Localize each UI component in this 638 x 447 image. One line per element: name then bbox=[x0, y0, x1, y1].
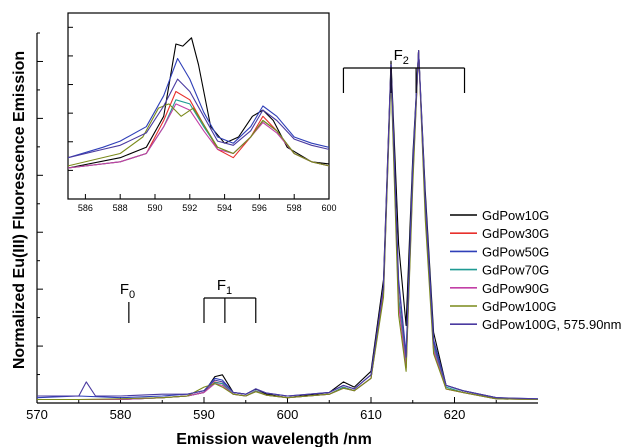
x-tick-label: 570 bbox=[26, 407, 48, 422]
inset-x-tick-label: 596 bbox=[252, 203, 267, 213]
inset-x-tick-label: 586 bbox=[78, 203, 93, 213]
inset-x-tick-label: 598 bbox=[287, 203, 302, 213]
inset-x-tick-label: 588 bbox=[113, 203, 128, 213]
inset-series-line-gdpow100g bbox=[68, 103, 329, 167]
inset-x-tick-label: 592 bbox=[182, 203, 197, 213]
inset-x-tick-label: 600 bbox=[321, 203, 336, 213]
f0-label: F0 bbox=[120, 281, 135, 301]
inset-series-line-gdpow10g bbox=[68, 37, 329, 169]
main-plot-area bbox=[36, 50, 539, 401]
f1-label: F1 bbox=[217, 277, 232, 297]
inset-x-tick-label: 594 bbox=[217, 203, 232, 213]
main-axes: 570 580 590 600 610 620 bbox=[26, 32, 538, 422]
inset-x-tick-label: 590 bbox=[147, 203, 162, 213]
inset-series-line-gdpow100g-575-90nm bbox=[68, 78, 329, 159]
legend-label-gdpow50g: GdPow50G bbox=[482, 244, 549, 259]
x-tick-label: 600 bbox=[277, 407, 299, 422]
f2-label: F2 bbox=[394, 47, 409, 67]
legend-label-gdpow30g: GdPow30G bbox=[482, 226, 549, 241]
series-line-gdpow100g bbox=[37, 50, 539, 401]
inset-plot-area bbox=[68, 37, 329, 169]
x-tick-label: 580 bbox=[110, 407, 132, 422]
legend-label-gdpow90g: GdPow90G bbox=[482, 281, 549, 296]
legend-label-gdpow100g-575-90nm: GdPow100G, 575.90nm bbox=[482, 317, 621, 332]
y-axis-label: Normalized Eu(III) Fluorescence Emission bbox=[11, 51, 28, 369]
x-tick-label: 620 bbox=[444, 407, 466, 422]
x-tick-label: 590 bbox=[193, 407, 215, 422]
inset-chart: 586 588 590 592 594 596 598 600 bbox=[67, 12, 337, 213]
peak-annotations: F0 F1 F2 bbox=[120, 47, 466, 323]
inset-series-line-gdpow50g bbox=[68, 57, 329, 159]
legend-label-gdpow100g: GdPow100G bbox=[482, 299, 556, 314]
legend-label-gdpow70g: GdPow70G bbox=[482, 263, 549, 278]
series-line-gdpow100g-575-90nm bbox=[37, 50, 539, 400]
legend-label-gdpow10g: GdPow10G bbox=[482, 208, 549, 223]
legend: GdPow10G GdPow30G GdPow50G GdPow70G GdPow90G… bbox=[450, 208, 621, 332]
x-axis-label: Emission wavelength /nm bbox=[176, 431, 372, 447]
x-tick-label: 610 bbox=[360, 407, 382, 422]
